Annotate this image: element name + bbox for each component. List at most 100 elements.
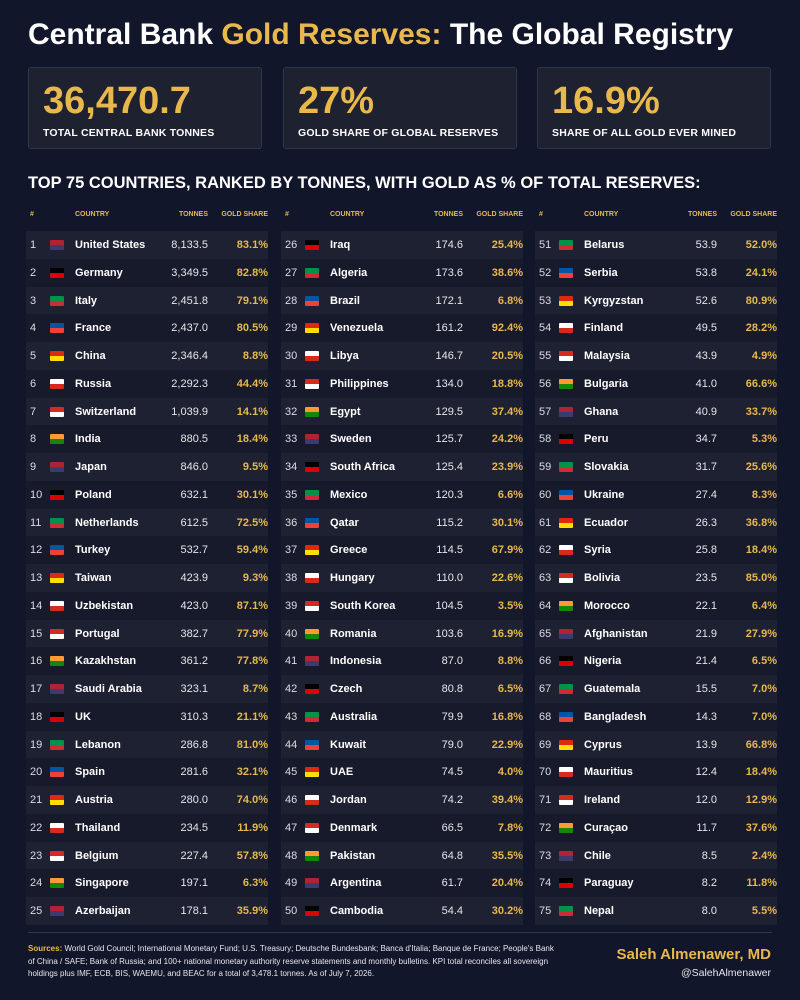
flag [305, 573, 319, 583]
table-row: 66 Nigeria 21.4 6.5% [535, 647, 777, 675]
tonnes: 12.0 [695, 794, 717, 806]
stat-value: 36,470.7 [43, 80, 191, 122]
flag [50, 267, 64, 278]
table-row: 62 Syria 25.8 18.4% [535, 536, 777, 564]
gold-share: 8.8% [497, 655, 523, 668]
table-row: 36 Qatar 115.2 30.1% [281, 508, 523, 537]
country: France [75, 322, 112, 335]
rank: 49 [285, 877, 298, 890]
tonnes: 2,451.8 [171, 294, 208, 307]
flag [50, 517, 64, 528]
rank: 51 [539, 239, 552, 251]
tonnes: 26.3 [695, 516, 717, 529]
gold-share: 44.4% [236, 377, 268, 390]
flag [50, 656, 64, 667]
rank: 59 [539, 461, 552, 473]
gold-share: 25.6% [745, 461, 777, 473]
tonnes: 25.8 [695, 544, 717, 557]
column-header: TONNES [687, 211, 717, 218]
rank: 47 [285, 821, 298, 834]
gold-share: 30.2% [491, 905, 523, 917]
stat-card: 27% GOLD SHARE OF GLOBAL RESERVES [283, 67, 517, 149]
rank: 3 [30, 294, 37, 307]
country: Afghanistan [584, 627, 648, 640]
table-row: 13 Taiwan 423.9 9.3% [26, 564, 268, 592]
table-row: 70 Mauritius 12.4 18.4% [535, 758, 777, 786]
flag [50, 822, 64, 833]
rank: 26 [285, 239, 298, 251]
country: South Africa [330, 461, 395, 473]
country: Mauritius [584, 766, 633, 779]
tonnes: 161.2 [435, 322, 463, 335]
tonnes: 23.5 [695, 572, 717, 584]
flag [559, 240, 573, 250]
country: Malaysia [584, 350, 630, 362]
rank: 74 [539, 877, 552, 890]
country: Jordan [330, 794, 367, 806]
table-row: 53 Kyrgyzstan 52.6 80.9% [535, 286, 777, 315]
flag [50, 295, 64, 306]
country: Spain [75, 766, 105, 779]
tonnes: 53.9 [695, 239, 717, 251]
tonnes: 120.3 [435, 488, 463, 501]
flag [50, 462, 64, 472]
flag [559, 545, 573, 556]
table-row: 54 Finland 49.5 28.2% [535, 314, 777, 342]
gold-share: 36.8% [745, 516, 777, 529]
table-row: 16 Kazakhstan 361.2 77.8% [26, 647, 268, 675]
title-highlight: Gold Reserves: [221, 18, 442, 51]
tonnes: 61.7 [441, 877, 463, 890]
gold-share: 11.8% [746, 877, 777, 890]
table-row: 63 Bolivia 23.5 85.0% [535, 564, 777, 592]
country: Algeria [330, 266, 368, 279]
table-row: 25 Azerbaijan 178.1 35.9% [26, 897, 268, 925]
rank: 32 [285, 405, 298, 418]
rank: 56 [539, 377, 552, 390]
gold-share: 21.1% [236, 710, 268, 723]
table-row: 6 Russia 2,292.3 44.4% [26, 369, 268, 398]
gold-share: 72.5% [236, 516, 268, 529]
tonnes: 8.0 [701, 905, 717, 917]
column-header: # [285, 211, 289, 218]
rank: 64 [539, 599, 552, 612]
flag [50, 406, 64, 417]
tonnes: 27.4 [695, 488, 717, 501]
flag [50, 600, 64, 611]
country: Qatar [330, 516, 359, 529]
rank: 46 [285, 794, 298, 806]
gold-share: 28.2% [745, 322, 777, 335]
gold-share: 5.5% [751, 905, 777, 917]
gold-share: 52.0% [745, 239, 777, 251]
rank: 66 [539, 655, 552, 668]
tonnes: 12.4 [695, 766, 717, 779]
table-row: 39 South Korea 104.5 3.5% [281, 591, 523, 620]
flag [50, 850, 64, 861]
country: China [75, 350, 106, 362]
rank: 9 [30, 461, 37, 473]
gold-share: 9.3% [242, 572, 268, 584]
gold-share: 6.5% [497, 683, 523, 695]
flag [50, 434, 64, 445]
tonnes: 40.9 [695, 405, 717, 418]
gold-share: 8.3% [751, 488, 777, 501]
rank: 19 [30, 738, 43, 751]
rank: 68 [539, 710, 552, 723]
rank: 48 [285, 849, 298, 862]
country: Portugal [75, 627, 120, 640]
rank: 28 [285, 294, 298, 307]
rank: 57 [539, 405, 552, 418]
table-row: 73 Chile 8.5 2.4% [535, 841, 777, 870]
table-row: 17 Saudi Arabia 323.1 8.7% [26, 675, 268, 703]
rank: 52 [539, 266, 552, 279]
stat-label: SHARE OF ALL GOLD EVER MINED [552, 127, 737, 139]
table-row: 33 Sweden 125.7 24.2% [281, 425, 523, 453]
tonnes: 234.5 [180, 821, 208, 834]
country: Ireland [584, 794, 621, 806]
table-row: 61 Ecuador 26.3 36.8% [535, 508, 777, 537]
flag [50, 878, 64, 889]
rank: 25 [30, 905, 43, 917]
gold-share: 18.4% [236, 433, 268, 446]
tonnes: 79.0 [441, 738, 463, 751]
rank: 61 [539, 516, 552, 529]
table-row: 2 Germany 3,349.5 82.8% [26, 258, 268, 287]
